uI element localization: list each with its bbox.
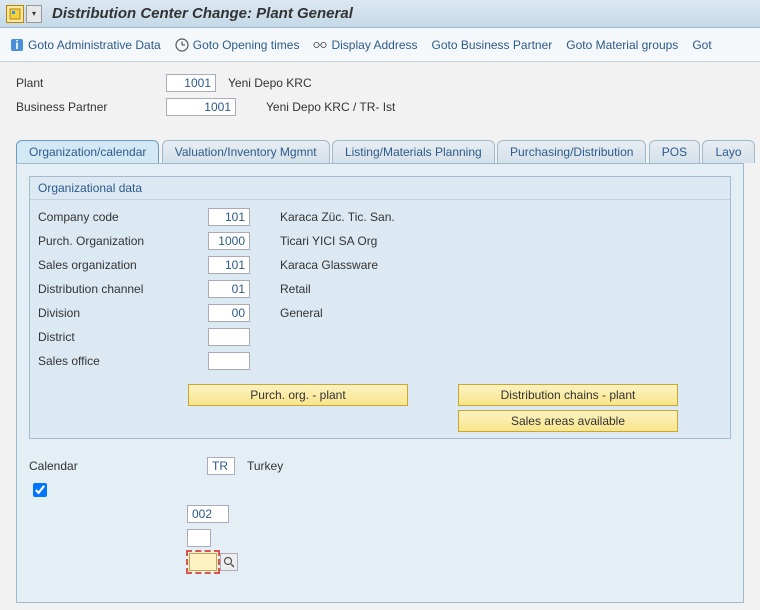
- purch-org-label: Purch. Organization: [38, 234, 208, 248]
- svg-text:i: i: [15, 38, 18, 52]
- toolbar-label: Goto Material groups: [566, 38, 678, 52]
- tab-organization-calendar[interactable]: Organization/calendar: [16, 140, 159, 163]
- company-code-row: Company code Karaca Züc. Tic. San.: [38, 206, 722, 228]
- company-code-label: Company code: [38, 210, 208, 224]
- toolbar-label: Goto Administrative Data: [28, 38, 161, 52]
- calendar-label: Calendar: [29, 459, 207, 473]
- district-row: District: [38, 326, 722, 348]
- tabstrip: Organization/calendar Valuation/Inventor…: [16, 140, 744, 163]
- bp-label: Business Partner: [16, 100, 166, 114]
- tab-content: Organizational data Company code Karaca …: [16, 163, 744, 603]
- sales-office-label: Sales office: [38, 354, 208, 368]
- window-title: Distribution Center Change: Plant Genera…: [52, 5, 353, 22]
- search-help-button[interactable]: [220, 553, 238, 571]
- calendar-row: Calendar Turkey: [29, 455, 731, 477]
- focused-input-wrap: [186, 550, 220, 574]
- info-icon: i: [10, 38, 24, 52]
- tab-valuation[interactable]: Valuation/Inventory Mgmnt: [162, 140, 330, 163]
- toolbar-label: Goto Business Partner: [432, 38, 553, 52]
- toolbar: i Goto Administrative Data Goto Opening …: [0, 28, 760, 62]
- search-icon: [223, 556, 235, 568]
- bp-desc: Yeni Depo KRC / TR- Ist: [266, 100, 395, 114]
- tab-purchasing[interactable]: Purchasing/Distribution: [497, 140, 646, 163]
- purch-org-input[interactable]: [208, 232, 250, 250]
- app-icon[interactable]: [6, 5, 24, 23]
- division-desc: General: [280, 306, 323, 320]
- toolbar-more[interactable]: Got: [692, 38, 711, 52]
- company-code-desc: Karaca Züc. Tic. San.: [280, 210, 395, 224]
- district-label: District: [38, 330, 208, 344]
- sales-org-desc: Karaca Glassware: [280, 258, 378, 272]
- dist-channel-input[interactable]: [208, 280, 250, 298]
- goto-admin-data[interactable]: i Goto Administrative Data: [10, 38, 161, 52]
- checkbox-row: [29, 479, 731, 501]
- organizational-data-group: Organizational data Company code Karaca …: [29, 176, 731, 439]
- sales-org-label: Sales organization: [38, 258, 208, 272]
- dist-channel-label: Distribution channel: [38, 282, 208, 296]
- goto-material-groups[interactable]: Goto Material groups: [566, 38, 678, 52]
- dist-channel-row: Distribution channel Retail: [38, 278, 722, 300]
- toolbar-label: Got: [692, 38, 711, 52]
- plant-desc: Yeni Depo KRC: [228, 76, 312, 90]
- glasses-icon: [313, 38, 327, 52]
- extra-row-3: [29, 551, 731, 573]
- extra-input-1[interactable]: [187, 505, 229, 523]
- plant-input[interactable]: [166, 74, 216, 92]
- district-input[interactable]: [208, 328, 250, 346]
- dist-channel-desc: Retail: [280, 282, 311, 296]
- bp-input[interactable]: [166, 98, 236, 116]
- tab-listing[interactable]: Listing/Materials Planning: [332, 140, 495, 163]
- plant-row: Plant Yeni Depo KRC: [16, 72, 744, 94]
- sales-office-input[interactable]: [208, 352, 250, 370]
- clock-icon: [175, 38, 189, 52]
- division-label: Division: [38, 306, 208, 320]
- goto-opening-times[interactable]: Goto Opening times: [175, 38, 300, 52]
- group-content: Company code Karaca Züc. Tic. San. Purch…: [30, 200, 730, 438]
- extra-row-2: [29, 527, 731, 549]
- tab-layout[interactable]: Layo: [702, 140, 754, 163]
- group-title: Organizational data: [30, 177, 730, 200]
- calendar-input[interactable]: [207, 457, 235, 475]
- purch-org-row: Purch. Organization Ticari YICI SA Org: [38, 230, 722, 252]
- header-fields: Plant Yeni Depo KRC Business Partner Yen…: [0, 62, 760, 130]
- extra-row-1: [29, 503, 731, 525]
- focused-input[interactable]: [189, 553, 217, 571]
- sales-org-input[interactable]: [208, 256, 250, 274]
- tab-pos[interactable]: POS: [649, 140, 700, 163]
- division-input[interactable]: [208, 304, 250, 322]
- sales-office-row: Sales office: [38, 350, 722, 372]
- plant-label: Plant: [16, 76, 166, 90]
- business-partner-row: Business Partner Yeni Depo KRC / TR- Ist: [16, 96, 744, 118]
- calendar-checkbox[interactable]: [33, 483, 47, 497]
- company-code-input[interactable]: [208, 208, 250, 226]
- dist-chains-plant-button[interactable]: Distribution chains - plant: [458, 384, 678, 406]
- titlebar-menu-dropdown[interactable]: ▾: [26, 5, 42, 23]
- toolbar-label: Display Address: [331, 38, 417, 52]
- division-row: Division General: [38, 302, 722, 324]
- calendar-desc: Turkey: [247, 459, 283, 473]
- goto-business-partner[interactable]: Goto Business Partner: [432, 38, 553, 52]
- purch-org-desc: Ticari YICI SA Org: [280, 234, 377, 248]
- display-address[interactable]: Display Address: [313, 38, 417, 52]
- purch-org-plant-button[interactable]: Purch. org. - plant: [188, 384, 408, 406]
- button-row: Purch. org. - plant Distribution chains …: [188, 384, 722, 432]
- sales-areas-button[interactable]: Sales areas available: [458, 410, 678, 432]
- sales-org-row: Sales organization Karaca Glassware: [38, 254, 722, 276]
- toolbar-label: Goto Opening times: [193, 38, 300, 52]
- extra-input-2[interactable]: [187, 529, 211, 547]
- titlebar: ▾ Distribution Center Change: Plant Gene…: [0, 0, 760, 28]
